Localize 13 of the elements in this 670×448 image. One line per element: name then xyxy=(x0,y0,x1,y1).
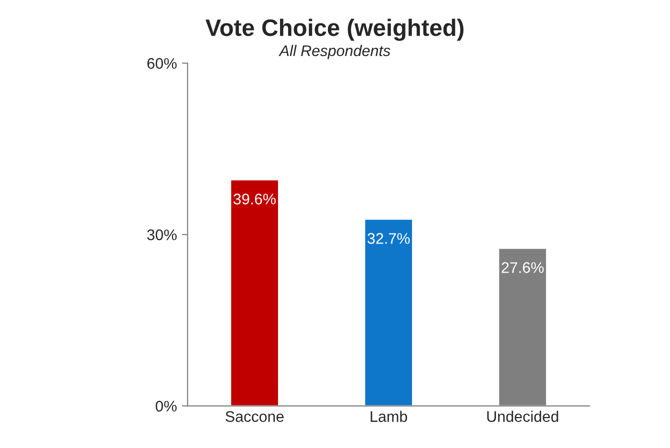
y-tick-label: 0% xyxy=(156,400,177,412)
chart-title: Vote Choice (weighted) xyxy=(206,18,464,41)
x-tick-label: Lamb xyxy=(370,410,408,422)
data-label: 32.7% xyxy=(368,233,410,244)
x-tick-label: Saccone xyxy=(226,411,284,422)
data-label: 27.6% xyxy=(502,262,544,273)
bar xyxy=(364,218,414,406)
y-tick-label: 60% xyxy=(147,58,177,69)
y-tick-label: 30% xyxy=(147,229,177,240)
bar xyxy=(230,179,280,406)
x-tick-label: Undecided xyxy=(487,410,558,422)
data-label: 39.6% xyxy=(234,194,276,204)
chart-subtitle: All Respondents xyxy=(278,44,390,60)
